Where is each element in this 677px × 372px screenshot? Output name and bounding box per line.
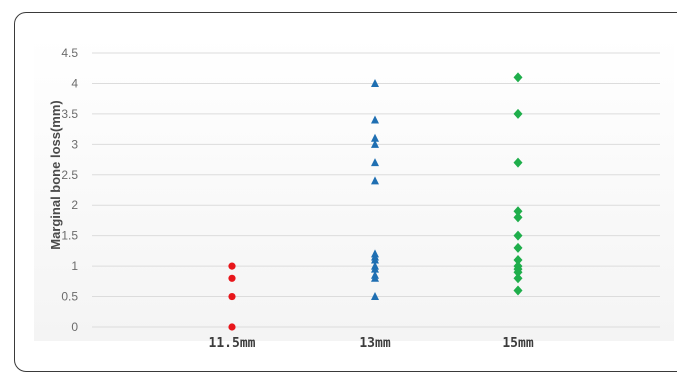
y-tick-label: 0.5 [61, 290, 78, 304]
point-diamond [513, 108, 523, 119]
point-circle [228, 262, 236, 270]
scatter-chart: 0 0.5 1 1.5 2 2.5 3 3.5 4 4.5 11.5mm 13mm 15mm Marg… [48, 46, 660, 351]
y-tick-label: 3.5 [61, 107, 78, 121]
point-diamond [513, 230, 523, 241]
point-triangle [371, 133, 379, 142]
point-triangle [371, 264, 379, 273]
x-axis-categories: 11.5mm 13mm 15mm [209, 336, 534, 351]
point-diamond [513, 242, 523, 253]
point-diamond [513, 267, 523, 278]
y-tick-label: 0 [71, 320, 78, 334]
x-category-label: 11.5mm [209, 336, 256, 351]
point-triangle [371, 176, 379, 185]
gridlines [92, 52, 660, 328]
plot-area [34, 36, 674, 341]
y-tick-label: 2 [71, 198, 78, 212]
point-diamond [513, 273, 523, 284]
point-circle [228, 292, 236, 301]
y-tick-label: 4.5 [61, 46, 78, 60]
point-diamond [513, 206, 523, 217]
point-diamond [513, 212, 523, 223]
y-tick-label: 3 [71, 137, 78, 151]
point-triangle [371, 115, 379, 124]
point-triangle [371, 292, 379, 301]
point-triangle [371, 255, 379, 264]
point-diamond [513, 255, 523, 266]
point-circle [228, 323, 236, 331]
y-tick-label: 1 [71, 259, 78, 273]
y-axis-title: Marginal bone loss(mm) [48, 100, 63, 250]
data-points [228, 72, 523, 331]
y-tick-label: 4 [71, 76, 78, 90]
point-diamond [513, 72, 523, 83]
y-tick-label: 1.5 [61, 229, 78, 243]
point-triangle [371, 139, 379, 148]
x-category-label: 13mm [359, 336, 390, 351]
point-triangle [371, 273, 379, 282]
point-diamond [513, 157, 523, 168]
point-triangle [371, 158, 379, 167]
x-category-label: 15mm [502, 336, 533, 351]
point-triangle [371, 78, 379, 87]
point-diamond [513, 285, 523, 296]
point-circle [228, 274, 236, 282]
y-axis-ticks: 0 0.5 1 1.5 2 2.5 3 3.5 4 4.5 [61, 46, 78, 334]
y-tick-label: 2.5 [61, 168, 78, 182]
